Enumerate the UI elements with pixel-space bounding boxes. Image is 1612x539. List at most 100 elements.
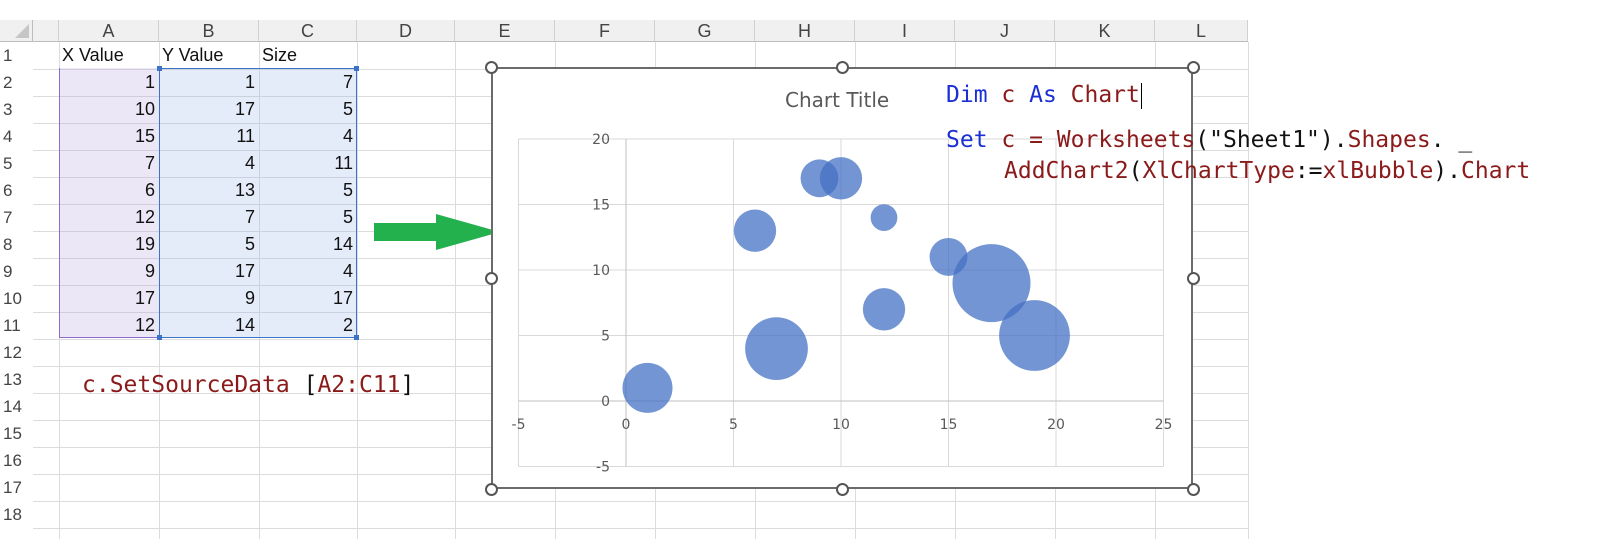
column-header-j[interactable]: J	[955, 20, 1055, 42]
column-header-e[interactable]: E	[455, 20, 555, 42]
code-object: c	[82, 372, 96, 398]
data-cell[interactable]: 14	[332, 234, 353, 254]
data-cell[interactable]: 12	[134, 315, 155, 335]
column-header-g[interactable]: G	[655, 20, 755, 42]
data-cell[interactable]: 7	[342, 72, 353, 92]
bubble-point[interactable]	[870, 204, 898, 231]
data-cell[interactable]: 9	[144, 261, 155, 281]
resize-handle-top-right[interactable]	[1187, 61, 1200, 74]
row-header-8[interactable]: 8	[0, 231, 33, 258]
bubble-point[interactable]	[952, 244, 1031, 323]
row-header-10[interactable]: 10	[0, 285, 33, 312]
row-header-12[interactable]: 12	[0, 339, 33, 366]
data-cell[interactable]: 5	[244, 234, 255, 254]
bubble-point[interactable]	[999, 300, 1070, 371]
data-cell[interactable]: 17	[134, 288, 155, 308]
row-header-11[interactable]: 11	[0, 312, 33, 339]
header-cell[interactable]: Y Value	[162, 45, 224, 65]
row-header-17[interactable]: 17	[0, 474, 33, 501]
row-header-1[interactable]: 1	[0, 42, 33, 69]
code-line-continuation: . _	[1430, 127, 1473, 153]
chart-title[interactable]: Chart Title	[785, 88, 890, 112]
row-header-4[interactable]: 4	[0, 123, 33, 150]
x-tick-label: 15	[940, 417, 958, 433]
column-gridline	[357, 42, 358, 539]
code-set-line: Set c = Worksheets("Sheet1").Shapes. _	[946, 127, 1472, 153]
data-cell[interactable]: 5	[342, 99, 353, 119]
row-header-16[interactable]: 16	[0, 447, 33, 474]
data-cell[interactable]: 5	[342, 180, 353, 200]
data-cell[interactable]: 17	[234, 261, 255, 281]
data-cell[interactable]: 17	[234, 99, 255, 119]
data-cell[interactable]: 12	[134, 207, 155, 227]
column-header-c[interactable]: C	[259, 20, 357, 42]
resize-handle-bottom[interactable]	[836, 483, 849, 496]
row-header-15[interactable]: 15	[0, 420, 33, 447]
column-header-h[interactable]: H	[755, 20, 855, 42]
data-cell[interactable]: 6	[144, 180, 155, 200]
row-header-5[interactable]: 5	[0, 150, 33, 177]
row-header-7[interactable]: 7	[0, 204, 33, 231]
code-as-keyword: As	[1029, 82, 1057, 108]
data-cell[interactable]: 2	[342, 315, 353, 335]
bubble-point[interactable]	[733, 209, 777, 252]
resize-handle-left[interactable]	[485, 272, 498, 285]
data-cell[interactable]: 1	[244, 72, 255, 92]
data-cell[interactable]: 4	[342, 261, 353, 281]
data-cell[interactable]: 7	[244, 207, 255, 227]
range-fill-handle[interactable]	[157, 335, 162, 340]
column-header-d[interactable]: D	[357, 20, 455, 42]
row-header-2[interactable]: 2	[0, 69, 33, 96]
data-cell[interactable]: 11	[236, 126, 255, 146]
data-cell[interactable]: 5	[342, 207, 353, 227]
resize-handle-top-left[interactable]	[485, 61, 498, 74]
column-header-l[interactable]: L	[1155, 20, 1248, 42]
column-header-b[interactable]: B	[159, 20, 259, 42]
column-header-i[interactable]: I	[855, 20, 955, 42]
bubble-point[interactable]	[800, 159, 839, 198]
data-cell[interactable]: 11	[334, 153, 353, 173]
range-fill-handle[interactable]	[354, 335, 359, 340]
resize-handle-top[interactable]	[836, 61, 849, 74]
data-cell[interactable]: 10	[134, 99, 155, 119]
select-all-corner[interactable]	[0, 20, 33, 42]
row-header-6[interactable]: 6	[0, 177, 33, 204]
bubble-point[interactable]	[862, 288, 906, 331]
y-tick-label: 20	[592, 132, 610, 148]
code-dim-line: Dim c As Chart	[946, 82, 1142, 109]
data-cell[interactable]: 15	[134, 126, 155, 146]
code-addchart-line: AddChart2(XlChartType:=xlBubble).Chart	[1004, 158, 1530, 184]
row-header-14[interactable]: 14	[0, 393, 33, 420]
selected-range-x-values	[59, 68, 159, 338]
data-cell[interactable]: 1	[144, 72, 155, 92]
column-gridline	[1248, 42, 1249, 539]
data-cell[interactable]: 4	[342, 126, 353, 146]
row-header-18[interactable]: 18	[0, 501, 33, 528]
range-fill-handle[interactable]	[354, 66, 359, 71]
resize-handle-bottom-right[interactable]	[1187, 483, 1200, 496]
row-header-13[interactable]: 13	[0, 366, 33, 393]
column-header-f[interactable]: F	[555, 20, 655, 42]
row-header-9[interactable]: 9	[0, 258, 33, 285]
column-header-k[interactable]: K	[1055, 20, 1155, 42]
resize-handle-right[interactable]	[1187, 272, 1200, 285]
data-cell[interactable]: 19	[134, 234, 155, 254]
data-cell[interactable]: 14	[234, 315, 255, 335]
resize-handle-bottom-left[interactable]	[485, 483, 498, 496]
column-header-a[interactable]: A	[59, 20, 159, 42]
range-fill-handle[interactable]	[157, 66, 162, 71]
bubble-point[interactable]	[745, 317, 808, 380]
bubble-point[interactable]	[622, 362, 673, 413]
row-header-3[interactable]: 3	[0, 96, 33, 123]
data-cell[interactable]: 9	[244, 288, 255, 308]
data-cell[interactable]: 7	[144, 153, 155, 173]
header-cell[interactable]: X Value	[62, 45, 124, 65]
data-cell[interactable]: 13	[234, 180, 255, 200]
header-cell[interactable]: Size	[262, 45, 298, 65]
data-cell[interactable]: 17	[332, 288, 353, 308]
data-cell[interactable]: 4	[244, 153, 255, 173]
code-worksheets-arg: ("Sheet1").	[1195, 127, 1348, 153]
code-dim-variable: c	[987, 82, 1030, 108]
bubble-chart[interactable]: -5 0 5 10 15 20 25 -5 0 5 10 15 20	[512, 128, 1172, 478]
